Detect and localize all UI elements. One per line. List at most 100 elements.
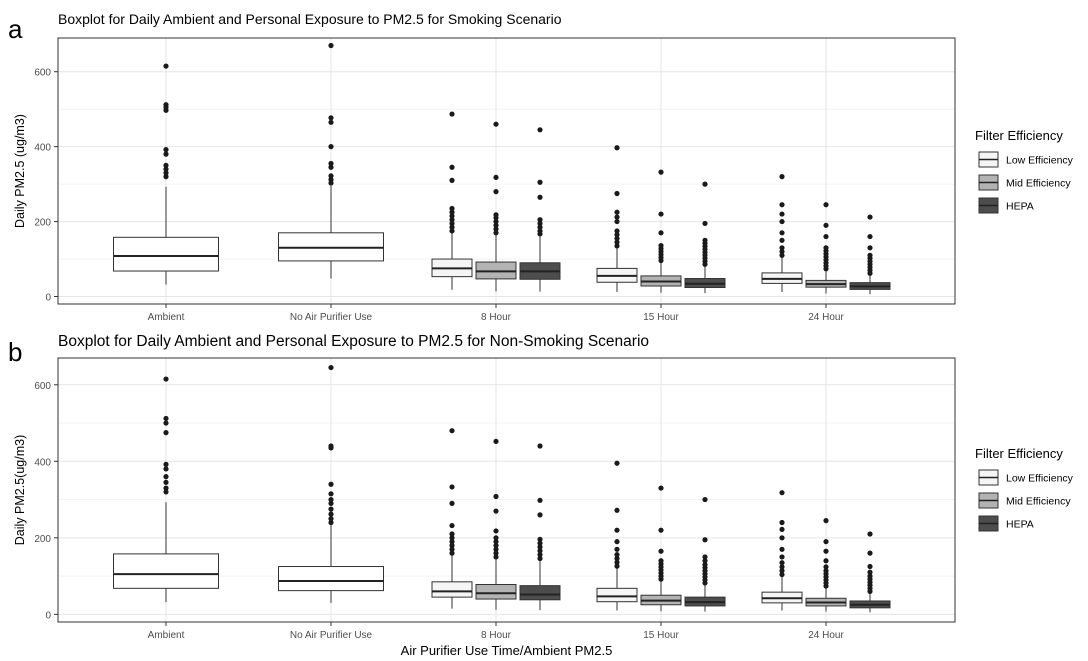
outlier-point [163,420,169,426]
outlier-point [328,160,334,167]
outlier-point [163,174,169,180]
outlier-point [449,111,455,117]
outlier-point [493,550,499,556]
outlier-point [493,528,499,534]
x-tick-label: No Air Purifier Use [290,630,373,641]
outlier-point [779,490,785,496]
outlier-point [823,202,829,208]
outlier-point [493,174,499,180]
box-body [113,553,219,589]
outlier-point [328,500,334,506]
outlier-point [328,115,334,121]
outlier-point [702,554,708,560]
box [278,42,384,279]
outlier-point [163,151,169,157]
outlier-point [163,430,169,436]
outlier-point [779,230,785,236]
outlier-point [328,481,334,487]
outlier-point [537,552,543,558]
box [596,145,638,293]
outlier-point [823,222,829,228]
outlier-point [449,484,455,490]
outlier-point [823,245,829,251]
outlier-point [614,232,620,238]
outlier-point [493,535,499,541]
outlier-point [867,563,873,570]
outlier-point [614,559,620,565]
outlier-point [537,224,543,230]
outlier-point [449,546,455,552]
outlier-point [449,500,455,506]
outlier-point [779,248,785,255]
outlier-point [614,218,620,225]
box [849,531,891,613]
outlier-point [537,194,543,200]
outlier-point [163,489,169,495]
outlier-point [867,569,873,575]
outlier-point [779,564,785,570]
y-tick-label: 0 [45,293,51,304]
outlier-point [163,415,169,422]
outlier-point [614,563,620,569]
outlier-point [328,516,334,522]
outlier-point [449,522,455,529]
outlier-point [779,245,785,251]
legend: Filter Efficiency Low Efficiency Mid Effic… [975,446,1074,532]
outlier-point [163,376,169,382]
outlier-point [867,233,873,240]
outlier-point [702,237,708,243]
outlier-point [537,443,543,449]
outlier-point [449,542,455,549]
box [431,111,473,290]
outlier-point [823,539,829,545]
y-axis-label: Daily PM2.5 (ug/m3) [13,114,27,228]
x-tick-label: 15 Hour [643,312,679,323]
outlier-point [493,212,499,218]
outlier-point [614,209,620,215]
outlier-point [658,242,664,249]
box [805,202,847,294]
outlier-point [779,211,785,217]
outlier-point [702,562,708,568]
box [113,376,219,603]
legend-label: HEPA [1006,201,1034,213]
legend: Filter Efficiency Low Efficiency Mid Effic… [975,128,1074,214]
y-tick-label: 400 [34,143,51,154]
outlier-point [449,224,455,230]
outlier-point [867,252,873,258]
outlier-point [614,527,620,533]
outlier-point [614,555,620,562]
outlier-point [493,226,499,232]
outlier-point [328,491,334,497]
box [684,181,726,294]
box-body [475,584,517,600]
outlier-point [493,539,499,545]
box-body [278,566,384,592]
outlier-point [537,228,543,234]
outlier-point [493,121,499,127]
outlier-point [779,252,785,258]
outlier-point [537,548,543,554]
x-tick-label: 8 Hour [481,630,512,641]
x-tick-label: No Air Purifier Use [290,312,373,323]
box [805,518,847,612]
outlier-point [328,177,334,183]
outlier-point [449,550,455,556]
outlier-point [702,558,708,564]
outlier-point [537,536,543,542]
outlier-point [449,228,455,234]
outlier-point [823,518,829,524]
outlier-point [163,63,169,69]
plot-border [57,37,956,305]
outlier-point [449,428,455,434]
outlier-point [449,205,455,212]
box [113,63,219,285]
outlier-point [537,127,543,133]
outlier-point [493,508,499,514]
outlier-point [779,554,785,560]
outlier-point [493,230,499,236]
outlier-point [449,535,455,541]
outlier-point [493,546,499,552]
outlier-point [328,443,334,449]
